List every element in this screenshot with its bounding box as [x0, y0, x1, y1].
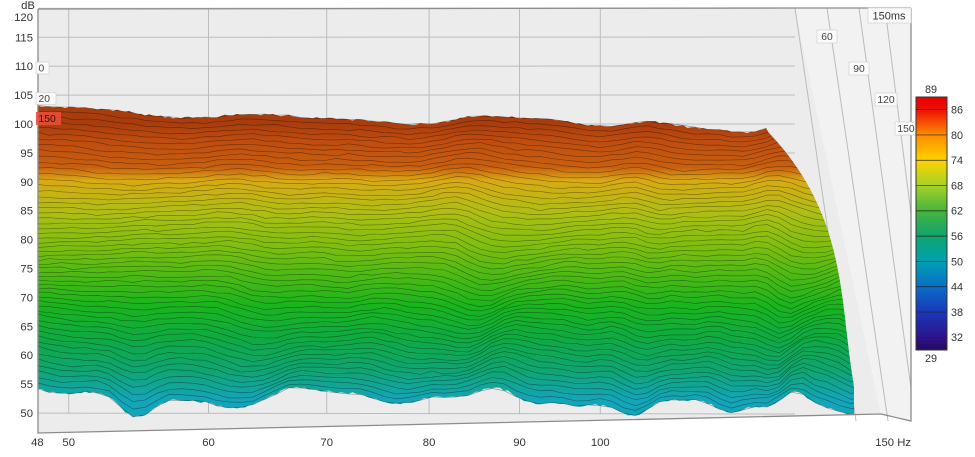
- svg-text:50: 50: [951, 256, 963, 268]
- svg-text:70: 70: [20, 292, 33, 304]
- svg-text:29: 29: [925, 353, 937, 365]
- svg-text:80: 80: [20, 235, 33, 247]
- svg-text:50: 50: [20, 408, 33, 420]
- svg-text:120: 120: [877, 95, 894, 106]
- svg-text:65: 65: [20, 321, 33, 333]
- svg-text:70: 70: [320, 437, 333, 449]
- svg-text:44: 44: [951, 282, 963, 294]
- svg-text:74: 74: [951, 155, 963, 167]
- svg-text:100: 100: [591, 437, 610, 449]
- svg-text:dB: dB: [21, 0, 35, 12]
- svg-text:150 Hz: 150 Hz: [875, 437, 911, 449]
- svg-text:150ms: 150ms: [872, 11, 906, 23]
- svg-text:95: 95: [20, 148, 33, 160]
- svg-text:80: 80: [951, 130, 963, 142]
- svg-text:120: 120: [14, 12, 33, 24]
- svg-text:60: 60: [20, 350, 33, 362]
- svg-text:20: 20: [39, 94, 51, 105]
- svg-text:86: 86: [951, 105, 963, 117]
- svg-text:100: 100: [14, 119, 33, 131]
- svg-text:32: 32: [951, 332, 963, 344]
- svg-text:90: 90: [513, 437, 526, 449]
- svg-text:85: 85: [20, 206, 33, 218]
- svg-text:0: 0: [39, 64, 45, 75]
- svg-text:90: 90: [20, 177, 33, 189]
- svg-text:48: 48: [31, 437, 44, 449]
- svg-text:105: 105: [14, 90, 33, 102]
- svg-text:90: 90: [853, 64, 865, 75]
- svg-text:80: 80: [423, 437, 436, 449]
- svg-text:75: 75: [20, 264, 33, 276]
- svg-text:115: 115: [15, 32, 33, 44]
- svg-text:60: 60: [202, 437, 215, 449]
- svg-text:38: 38: [951, 307, 963, 319]
- svg-text:56: 56: [951, 231, 963, 243]
- svg-text:50: 50: [62, 437, 75, 449]
- svg-text:110: 110: [15, 61, 33, 73]
- svg-text:68: 68: [951, 180, 963, 192]
- svg-text:150: 150: [897, 124, 914, 135]
- svg-text:150: 150: [39, 114, 56, 125]
- svg-text:62: 62: [951, 206, 963, 218]
- svg-text:89: 89: [925, 84, 937, 96]
- svg-text:60: 60: [821, 32, 833, 43]
- svg-text:55: 55: [20, 379, 33, 391]
